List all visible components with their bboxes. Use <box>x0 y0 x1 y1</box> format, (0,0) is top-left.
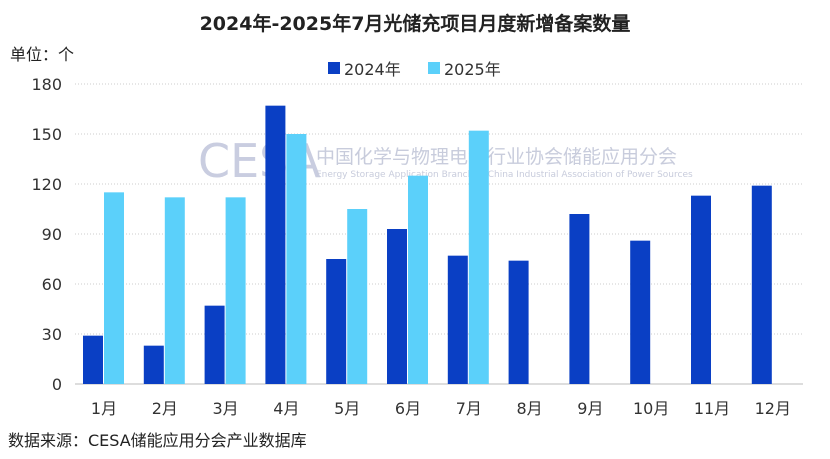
x-tick-label: 4月 <box>273 399 299 418</box>
bar-2025年-1月 <box>104 192 124 384</box>
bar-2024年-3月 <box>204 305 225 384</box>
x-tick-label: 3月 <box>213 399 239 418</box>
x-tick-label: 1月 <box>91 399 117 418</box>
bar-2024年-4月 <box>265 105 286 385</box>
x-tick-label: 10月 <box>633 399 669 418</box>
legend-swatch <box>428 62 440 74</box>
y-axis-unit: 单位：个 <box>10 45 74 64</box>
x-tick-label: 6月 <box>395 399 421 418</box>
bar-2025年-3月 <box>225 197 246 384</box>
bar-2024年-9月 <box>569 214 590 384</box>
x-tick-label: 5月 <box>334 399 360 418</box>
y-tick-label: 180 <box>31 75 62 94</box>
y-tick-label: 150 <box>31 125 62 144</box>
watermark: CESA 中国化学与物理电源行业协会储能应用分会 Energy Storage … <box>198 134 693 188</box>
bar-2025年-6月 <box>408 175 428 384</box>
legend-swatch <box>328 62 340 74</box>
bar-2025年-2月 <box>164 197 185 384</box>
source-note: 数据来源：CESA储能应用分会产业数据库 <box>8 431 307 450</box>
bar-2024年-1月 <box>83 335 103 384</box>
x-tick-label: 8月 <box>517 399 543 418</box>
x-tick-label: 11月 <box>694 399 730 418</box>
bar-2025年-5月 <box>347 209 368 384</box>
bar-2024年-12月 <box>751 185 772 384</box>
x-tick-label: 9月 <box>577 399 603 418</box>
bar-2025年-4月 <box>286 134 307 384</box>
bar-2024年-2月 <box>143 345 164 384</box>
bar-2024年-10月 <box>630 240 651 384</box>
legend-label: 2024年 <box>344 60 401 79</box>
watermark-name-cn: 中国化学与物理电源行业协会储能应用分会 <box>316 146 677 168</box>
chart-title: 2024年-2025年7月光储充项目月度新增备案数量 <box>200 12 631 35</box>
y-tick-label: 30 <box>42 325 62 344</box>
x-tick-label: 7月 <box>456 399 482 418</box>
x-tick-label: 2月 <box>152 399 178 418</box>
bar-2024年-7月 <box>447 255 468 384</box>
x-tick-label: 12月 <box>755 399 791 418</box>
watermark-name-en: Energy Storage Application Branch of Chi… <box>316 170 693 180</box>
bar-2024年-6月 <box>387 229 407 384</box>
bar-2024年-8月 <box>508 260 529 384</box>
y-tick-label: 120 <box>31 175 62 194</box>
bar-2024年-5月 <box>326 259 347 384</box>
bar-2025年-7月 <box>468 130 489 384</box>
y-tick-label: 60 <box>42 275 62 294</box>
bar-2024年-11月 <box>691 195 711 384</box>
y-tick-label: 90 <box>42 225 62 244</box>
y-tick-label: 0 <box>52 375 62 394</box>
legend-label: 2025年 <box>444 60 501 79</box>
